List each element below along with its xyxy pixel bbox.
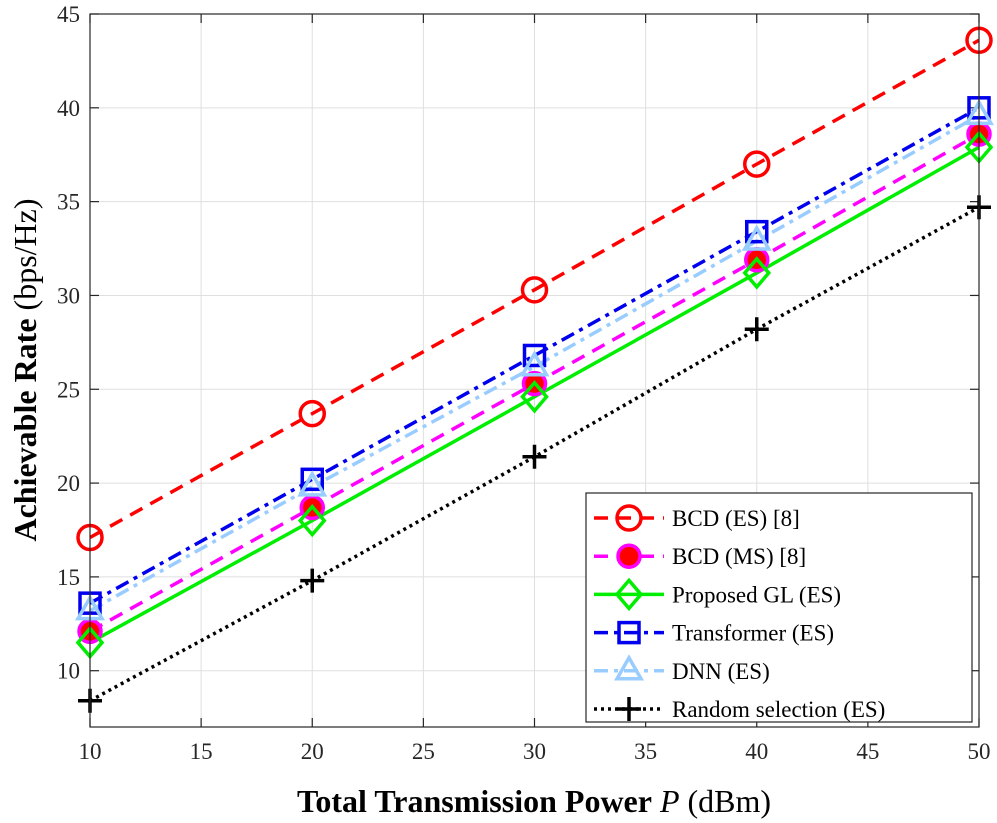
legend-label-0: BCD (ES) [8] <box>672 506 800 531</box>
legend-marker-1 <box>616 543 642 569</box>
x-tick-label: 15 <box>190 739 213 764</box>
legend-box <box>585 492 973 723</box>
y-tick-label: 40 <box>57 96 80 121</box>
x-tick-label: 25 <box>412 739 435 764</box>
plot-frame <box>89 13 980 728</box>
series-0-point <box>520 276 549 304</box>
series-line-3 <box>89 106 980 605</box>
series-5-point <box>744 317 769 342</box>
y-tick-label: 10 <box>57 659 80 684</box>
legend-marker-5 <box>617 697 641 721</box>
series-0-point <box>298 399 326 428</box>
series-0-point <box>743 150 771 178</box>
series-3-point <box>522 343 547 368</box>
y-tick-label: 20 <box>57 471 80 496</box>
legend-marker-3 <box>617 620 641 645</box>
y-axis-ticks: 10 15 20 25 30 35 40 45 <box>57 2 979 684</box>
series-4-point <box>519 350 550 377</box>
series-line-5 <box>89 205 980 703</box>
series-line-0 <box>89 38 980 540</box>
x-tick-label: 20 <box>301 739 324 764</box>
series-5-point <box>522 444 547 469</box>
x-tick-label: 40 <box>745 739 768 764</box>
x-tick-label: 45 <box>856 739 879 764</box>
x-tick-label: 35 <box>634 739 657 764</box>
y-tick-label: 15 <box>57 565 80 590</box>
legend-marker-4 <box>613 654 645 681</box>
x-tick-label: 50 <box>968 739 991 764</box>
y-tick-label: 25 <box>57 377 80 402</box>
series-5-point <box>300 568 325 593</box>
legend-label-4: DNN (ES) <box>672 659 770 684</box>
x-tick-label: 30 <box>523 739 546 764</box>
series-4-point <box>741 224 772 251</box>
legend-label-5: Random selection (ES) <box>672 697 885 722</box>
legend-marker-2 <box>614 577 644 612</box>
legend-label-2: Proposed GL (ES) <box>672 582 841 607</box>
series-line-4 <box>89 113 980 613</box>
x-axis-ticks: 10 15 20 25 30 35 40 45 50 <box>79 14 991 764</box>
series-3-point <box>745 219 769 244</box>
y-tick-label: 35 <box>57 190 80 215</box>
series-3-point <box>300 467 324 492</box>
series-4-point <box>297 470 328 497</box>
legend-label-1: BCD (MS) [8] <box>672 544 806 569</box>
series-2-point <box>297 503 327 538</box>
y-axis-title: Achievable Rate(bps/Hz) <box>7 198 43 541</box>
x-axis-title: Total Transmission Power P (dBm) <box>297 783 771 819</box>
legend-marker-0 <box>615 504 643 532</box>
series-line-2 <box>89 145 980 645</box>
legend-label-3: Transformer (ES) <box>672 621 834 646</box>
x-tick-label: 10 <box>79 739 102 764</box>
legend: BCD (ES) [8] BCD (MS) [8] Proposed GL (ES)… <box>585 492 973 723</box>
series-2-point <box>520 380 549 414</box>
y-tick-label: 30 <box>57 283 80 308</box>
series-2-point <box>742 256 772 290</box>
y-tick-label: 45 <box>57 2 80 27</box>
